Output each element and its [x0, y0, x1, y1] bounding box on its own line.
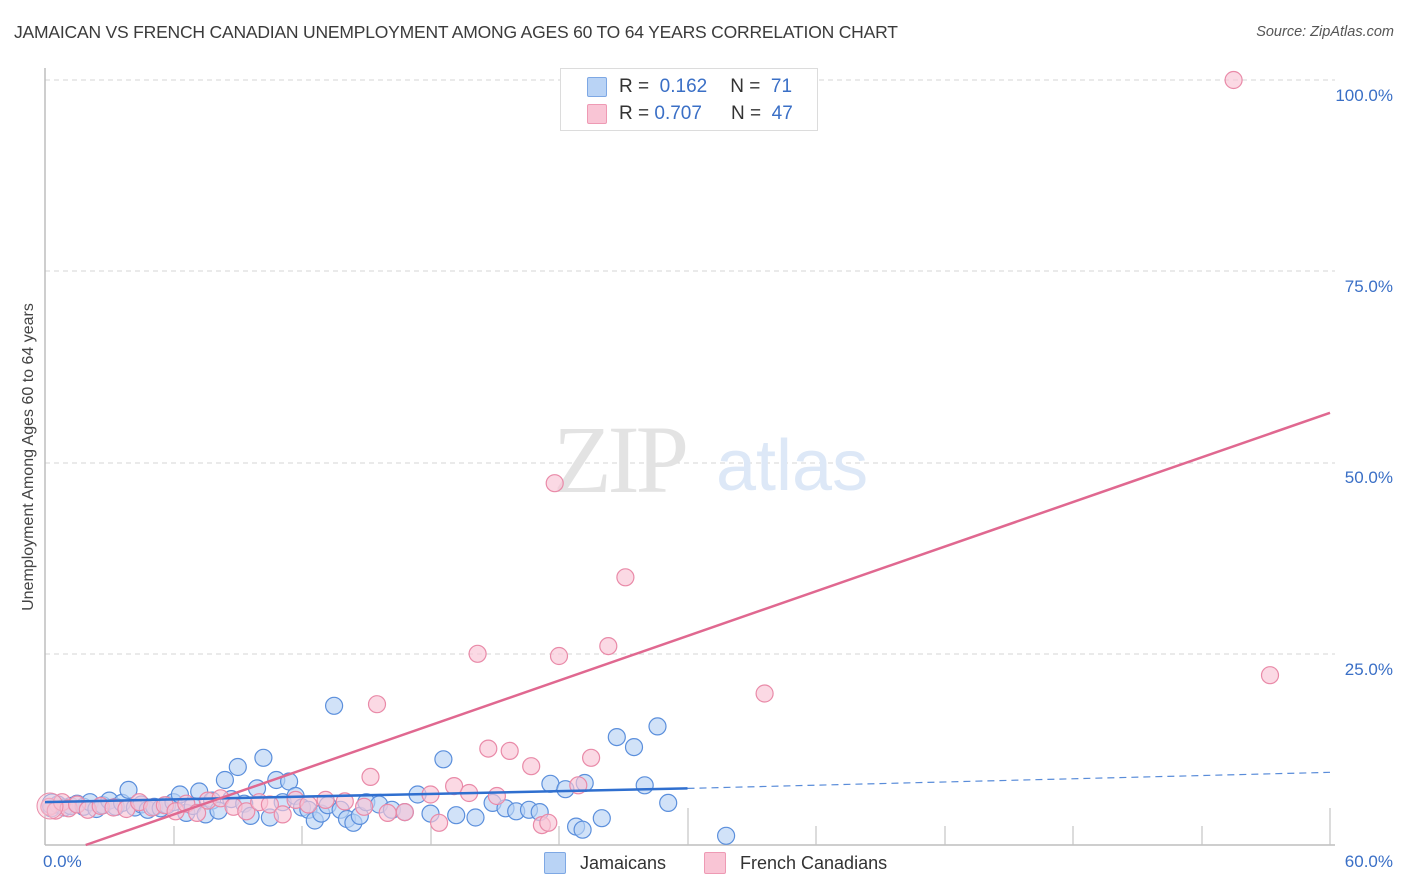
- source-label: Source: ZipAtlas.com: [1256, 24, 1394, 40]
- data-point: [522, 757, 541, 776]
- watermark: ZIP atlas: [553, 406, 868, 513]
- legend-item-jamaicans[interactable]: Jamaicans: [544, 852, 666, 874]
- data-point: [228, 757, 247, 777]
- data-point: [325, 696, 344, 715]
- data-point: [36, 792, 64, 820]
- x-tick-60: 60.0%: [1344, 852, 1393, 871]
- data-point: [755, 684, 774, 703]
- data-point: [447, 806, 466, 825]
- y-tick-75: 75.0%: [1344, 277, 1393, 296]
- data-point: [573, 820, 592, 839]
- y-tick-100: 100.0%: [1335, 86, 1393, 105]
- r-label: R =: [619, 103, 650, 124]
- french-canadians-swatch-icon: [587, 104, 607, 124]
- data-point: [378, 803, 397, 823]
- n-label: N =: [730, 76, 761, 97]
- legend-row-jamaicans: R = 0.162 N = 71: [587, 75, 792, 99]
- data-point: [468, 644, 487, 663]
- axes: [44, 68, 1335, 846]
- n-value: 71: [770, 76, 793, 97]
- data-point: [659, 793, 678, 813]
- data-point: [299, 795, 318, 814]
- legend-label: French Canadians: [740, 852, 888, 873]
- jamaicans-trend-line: [44, 787, 688, 804]
- r-label: R =: [619, 76, 650, 97]
- legend-row-french-canadians: R = 0.707 N = 47: [587, 102, 793, 126]
- french-canadians-swatch-icon: [704, 852, 726, 874]
- data-point: [355, 797, 374, 816]
- data-point: [607, 727, 626, 747]
- y-tick-25: 25.0%: [1344, 660, 1393, 679]
- x-tick-marks: [173, 808, 1331, 845]
- data-point: [395, 802, 414, 822]
- data-point: [624, 737, 644, 757]
- data-point: [1224, 70, 1243, 90]
- french-canadians-trend-line: [85, 411, 1331, 847]
- jamaicans-swatch-icon: [587, 77, 607, 97]
- y-axis-label: Unemployment Among Ages 60 to 64 years: [20, 303, 37, 611]
- r-value: 0.162: [659, 76, 708, 97]
- data-point: [237, 802, 256, 821]
- jamaicans-points: [41, 696, 736, 845]
- data-point: [599, 636, 618, 656]
- data-point: [430, 813, 449, 832]
- data-point: [466, 808, 485, 827]
- n-label: N =: [730, 103, 762, 124]
- data-point: [549, 646, 569, 666]
- data-point: [260, 795, 279, 814]
- data-point: [119, 780, 138, 800]
- data-point: [361, 767, 380, 787]
- r-value: 0.707: [654, 103, 702, 124]
- legend-label: Jamaicans: [580, 852, 667, 873]
- data-point: [367, 695, 387, 714]
- legend-item-french-canadians[interactable]: French Canadians: [704, 852, 887, 874]
- jamaicans-swatch-icon: [544, 852, 566, 874]
- chart-title: JAMAICAN VS FRENCH CANADIAN UNEMPLOYMENT…: [14, 22, 898, 42]
- data-point: [273, 805, 292, 824]
- watermark-zip: ZIP: [553, 406, 686, 513]
- data-point: [434, 750, 453, 769]
- data-point: [335, 792, 354, 811]
- jamaicans-trend-extension: [687, 771, 1331, 789]
- data-point: [539, 813, 558, 832]
- data-point: [254, 748, 273, 767]
- data-point: [487, 786, 506, 806]
- data-point: [592, 809, 611, 828]
- n-value: 47: [771, 103, 793, 124]
- gridlines: [45, 79, 1335, 655]
- trend-lines: [44, 411, 1331, 847]
- data-point: [500, 741, 519, 761]
- watermark-atlas: atlas: [716, 426, 868, 506]
- correlation-legend: R = 0.162 N = 71 R = 0.707 N = 47: [560, 68, 818, 131]
- data-point: [1260, 666, 1280, 685]
- data-point: [316, 790, 335, 810]
- data-point: [479, 739, 498, 758]
- data-point: [616, 568, 635, 587]
- y-tick-50: 50.0%: [1344, 468, 1393, 487]
- data-point: [648, 717, 667, 736]
- data-point: [716, 826, 736, 845]
- data-point: [581, 748, 601, 767]
- data-point: [545, 474, 564, 493]
- x-tick-0: 0.0%: [43, 852, 82, 871]
- data-point: [635, 776, 654, 795]
- data-point: [215, 770, 234, 790]
